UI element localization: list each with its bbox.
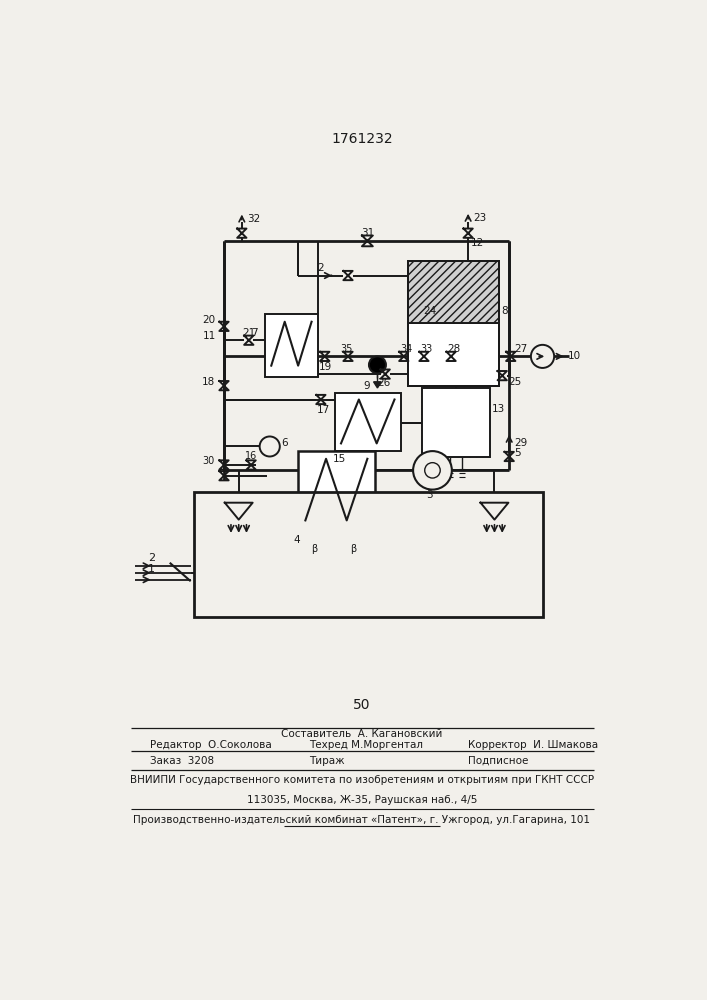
Circle shape [369, 356, 386, 373]
Text: 10: 10 [568, 351, 581, 361]
Text: 50: 50 [354, 698, 370, 712]
Bar [408, 261, 499, 323]
Text: 5: 5 [515, 448, 521, 458]
Text: 1761232: 1761232 [331, 132, 393, 146]
Text: 6: 6 [281, 438, 288, 448]
Text: 19: 19 [319, 362, 332, 372]
Text: 35: 35 [340, 344, 353, 354]
Text: 1: 1 [148, 564, 155, 574]
Circle shape [425, 463, 440, 478]
Text: 32: 32 [247, 214, 260, 224]
Text: 113035, Москва, Ж-35, Раушская наб., 4/5: 113035, Москва, Ж-35, Раушская наб., 4/5 [247, 795, 477, 805]
Bar [335, 393, 401, 451]
Text: 24: 24 [423, 306, 436, 316]
Circle shape [413, 451, 452, 490]
Text: 17: 17 [317, 405, 330, 415]
Text: 11: 11 [203, 331, 216, 341]
Text: 34: 34 [400, 344, 412, 354]
Text: Производственно-издательский комбинат «Патент», г. Ужгород, ул.Гагарина, 101: Производственно-издательский комбинат «П… [134, 815, 590, 825]
Polygon shape [373, 382, 381, 388]
Polygon shape [225, 503, 252, 520]
Text: Редактор  О.Соколова: Редактор О.Соколова [151, 740, 272, 750]
Text: Подписное: Подписное [468, 756, 529, 766]
Text: 7: 7 [251, 328, 258, 338]
Text: 31: 31 [361, 228, 375, 238]
Bar [421, 388, 490, 457]
Text: β: β [312, 544, 318, 554]
Bar [298, 451, 375, 532]
Text: 28: 28 [448, 344, 460, 354]
Bar [265, 314, 317, 377]
Text: 27: 27 [515, 344, 528, 354]
Circle shape [531, 345, 554, 368]
Text: 8: 8 [501, 306, 508, 316]
Text: 9: 9 [363, 381, 370, 391]
Text: 4: 4 [293, 535, 300, 545]
Text: Корректор  И. Шмакова: Корректор И. Шмакова [468, 740, 598, 750]
Text: 33: 33 [420, 344, 432, 354]
Bar [194, 492, 542, 617]
Text: 20: 20 [202, 315, 216, 325]
Text: 25: 25 [508, 377, 522, 387]
Polygon shape [481, 503, 508, 520]
Text: 16: 16 [245, 451, 257, 461]
Text: β: β [351, 544, 356, 554]
Bar [408, 323, 499, 386]
Text: 15: 15 [332, 454, 346, 464]
Text: 13: 13 [492, 404, 506, 414]
Text: 23: 23 [473, 213, 486, 223]
Text: 26: 26 [378, 378, 391, 388]
Circle shape [259, 436, 280, 456]
Text: 12: 12 [472, 238, 484, 248]
Text: Заказ  3208: Заказ 3208 [151, 756, 214, 766]
Text: 29: 29 [515, 438, 528, 448]
Text: 2: 2 [148, 553, 155, 563]
Text: 2: 2 [317, 263, 324, 273]
Text: 30: 30 [202, 456, 214, 466]
Text: 3: 3 [426, 490, 433, 500]
Bar [408, 261, 499, 386]
Text: ВНИИПИ Государственного комитета по изобретениям и открытиям при ГКНТ СССР: ВНИИПИ Государственного комитета по изоб… [130, 775, 594, 785]
Text: Тираж: Тираж [309, 756, 345, 766]
Text: 21: 21 [242, 328, 255, 338]
Text: Техред М.Моргентал: Техред М.Моргентал [309, 740, 423, 750]
Text: Составитель  А. Кагановский: Составитель А. Кагановский [281, 729, 443, 739]
Text: 18: 18 [202, 377, 216, 387]
